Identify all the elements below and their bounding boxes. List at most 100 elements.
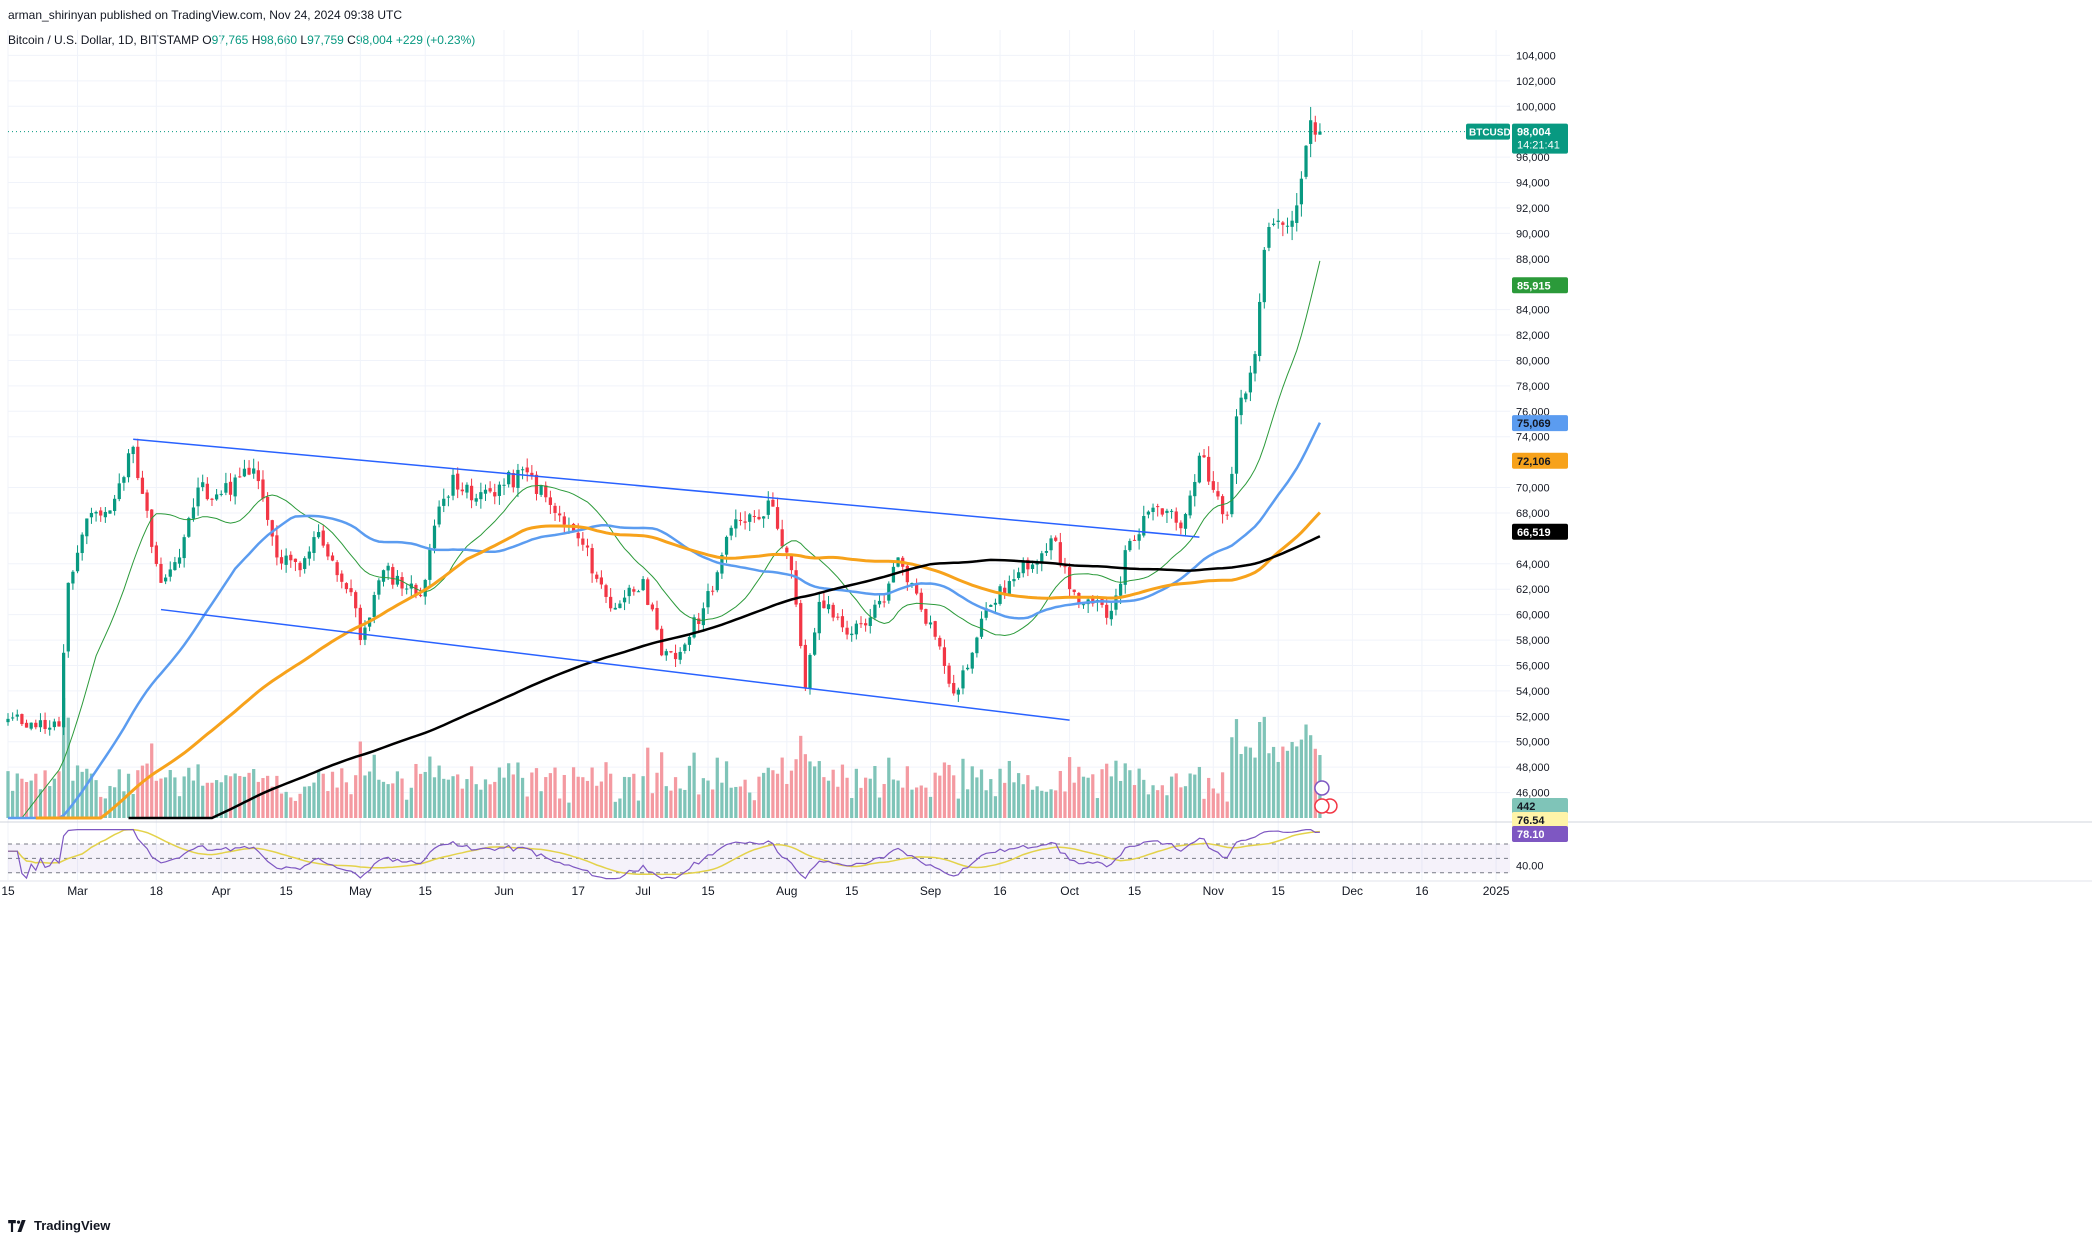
candle-body[interactable] <box>808 654 812 689</box>
candle-body[interactable] <box>279 557 284 564</box>
candle-body[interactable] <box>1077 593 1081 605</box>
candle-body[interactable] <box>984 608 988 618</box>
candle-body[interactable] <box>418 595 423 597</box>
candle-body[interactable] <box>1049 538 1053 551</box>
candle-body[interactable] <box>507 471 511 485</box>
candle-body[interactable] <box>1105 604 1109 618</box>
candle-body[interactable] <box>1003 587 1007 595</box>
candle-body[interactable] <box>386 565 390 571</box>
candle-body[interactable] <box>799 603 803 647</box>
candle-body[interactable] <box>349 588 353 593</box>
candle-body[interactable] <box>933 621 937 637</box>
candle-body[interactable] <box>604 585 608 597</box>
candle-body[interactable] <box>585 545 590 548</box>
candle-body[interactable] <box>1021 561 1025 574</box>
candle-body[interactable] <box>701 608 705 626</box>
candle-body[interactable] <box>1067 567 1072 590</box>
candle-body[interactable] <box>715 572 719 591</box>
candle-body[interactable] <box>854 623 858 635</box>
candle-body[interactable] <box>191 507 196 519</box>
candle-body[interactable] <box>794 570 798 605</box>
candle-body[interactable] <box>734 519 738 529</box>
candle-body[interactable] <box>24 722 29 728</box>
candle-body[interactable] <box>1248 372 1253 393</box>
candle-body[interactable] <box>29 722 33 729</box>
candle-body[interactable] <box>914 584 919 594</box>
candle-body[interactable] <box>840 616 845 628</box>
candle-body[interactable] <box>442 498 446 506</box>
candle-body[interactable] <box>1309 120 1313 144</box>
footer-brand[interactable]: TradingView <box>8 1218 110 1233</box>
candle-body[interactable] <box>1146 511 1151 515</box>
candle-body[interactable] <box>766 500 770 515</box>
candle-body[interactable] <box>154 545 158 564</box>
candle-body[interactable] <box>238 476 242 478</box>
candle-body[interactable] <box>1202 455 1206 458</box>
candle-body[interactable] <box>456 473 460 490</box>
candle-body[interactable] <box>43 719 47 729</box>
candle-body[interactable] <box>998 586 1002 604</box>
candle-body[interactable] <box>284 555 288 565</box>
candle-body[interactable] <box>831 604 835 618</box>
candle-body[interactable] <box>845 627 849 635</box>
candle-body[interactable] <box>609 596 613 609</box>
candle-body[interactable] <box>924 609 928 624</box>
candle-body[interactable] <box>48 727 52 730</box>
candle-body[interactable] <box>1044 551 1049 553</box>
candle-body[interactable] <box>1165 510 1169 513</box>
candle-body[interactable] <box>307 551 311 559</box>
candle-body[interactable] <box>1285 225 1290 227</box>
candle-body[interactable] <box>270 520 274 537</box>
candle-body[interactable] <box>1258 301 1262 356</box>
candle-body[interactable] <box>1207 456 1211 482</box>
candle-body[interactable] <box>1281 222 1285 225</box>
candle-body[interactable] <box>850 633 854 636</box>
candle-body[interactable] <box>52 721 56 728</box>
candle-body[interactable] <box>993 602 998 605</box>
candle-body[interactable] <box>298 562 302 571</box>
candle-body[interactable] <box>678 651 682 660</box>
candle-body[interactable] <box>228 481 233 495</box>
candle-body[interactable] <box>599 577 604 585</box>
candle-body[interactable] <box>632 589 636 592</box>
candle-body[interactable] <box>395 575 400 585</box>
candle-body[interactable] <box>224 483 228 493</box>
candle-body[interactable] <box>89 512 94 518</box>
candle-body[interactable] <box>488 488 492 492</box>
candle-body[interactable] <box>177 557 182 564</box>
candle-body[interactable] <box>1012 579 1016 582</box>
candle-body[interactable] <box>1109 610 1113 620</box>
candle-body[interactable] <box>775 507 780 529</box>
candle-body[interactable] <box>414 584 418 596</box>
candle-body[interactable] <box>822 600 826 609</box>
candle-body[interactable] <box>516 469 520 488</box>
candle-body[interactable] <box>859 623 863 625</box>
candle-body[interactable] <box>1030 564 1035 569</box>
candle-body[interactable] <box>201 482 205 488</box>
candle-body[interactable] <box>868 617 872 626</box>
candle-body[interactable] <box>975 637 979 654</box>
candle-body[interactable] <box>697 618 701 625</box>
candle-body[interactable] <box>210 498 214 500</box>
candle-body[interactable] <box>803 644 807 689</box>
candle-body[interactable] <box>873 604 877 618</box>
event-sparkle-icon[interactable] <box>1314 780 1330 796</box>
candle-body[interactable] <box>400 577 404 589</box>
candle-body[interactable] <box>655 607 659 630</box>
candle-body[interactable] <box>168 569 172 577</box>
candle-body[interactable] <box>664 651 668 656</box>
candle-body[interactable] <box>548 497 553 505</box>
candle-body[interactable] <box>340 573 344 582</box>
candle-body[interactable] <box>483 489 488 494</box>
candle-body[interactable] <box>117 483 121 500</box>
candle-body[interactable] <box>1118 583 1123 596</box>
candle-body[interactable] <box>1304 145 1308 177</box>
candle-body[interactable] <box>428 549 432 580</box>
candle-body[interactable] <box>38 720 43 728</box>
candle-body[interactable] <box>1239 397 1243 416</box>
candle-body[interactable] <box>785 547 789 553</box>
candle-body[interactable] <box>303 558 307 569</box>
candle-body[interactable] <box>479 492 483 500</box>
candle-body[interactable] <box>942 647 947 666</box>
candle-body[interactable] <box>247 467 251 475</box>
